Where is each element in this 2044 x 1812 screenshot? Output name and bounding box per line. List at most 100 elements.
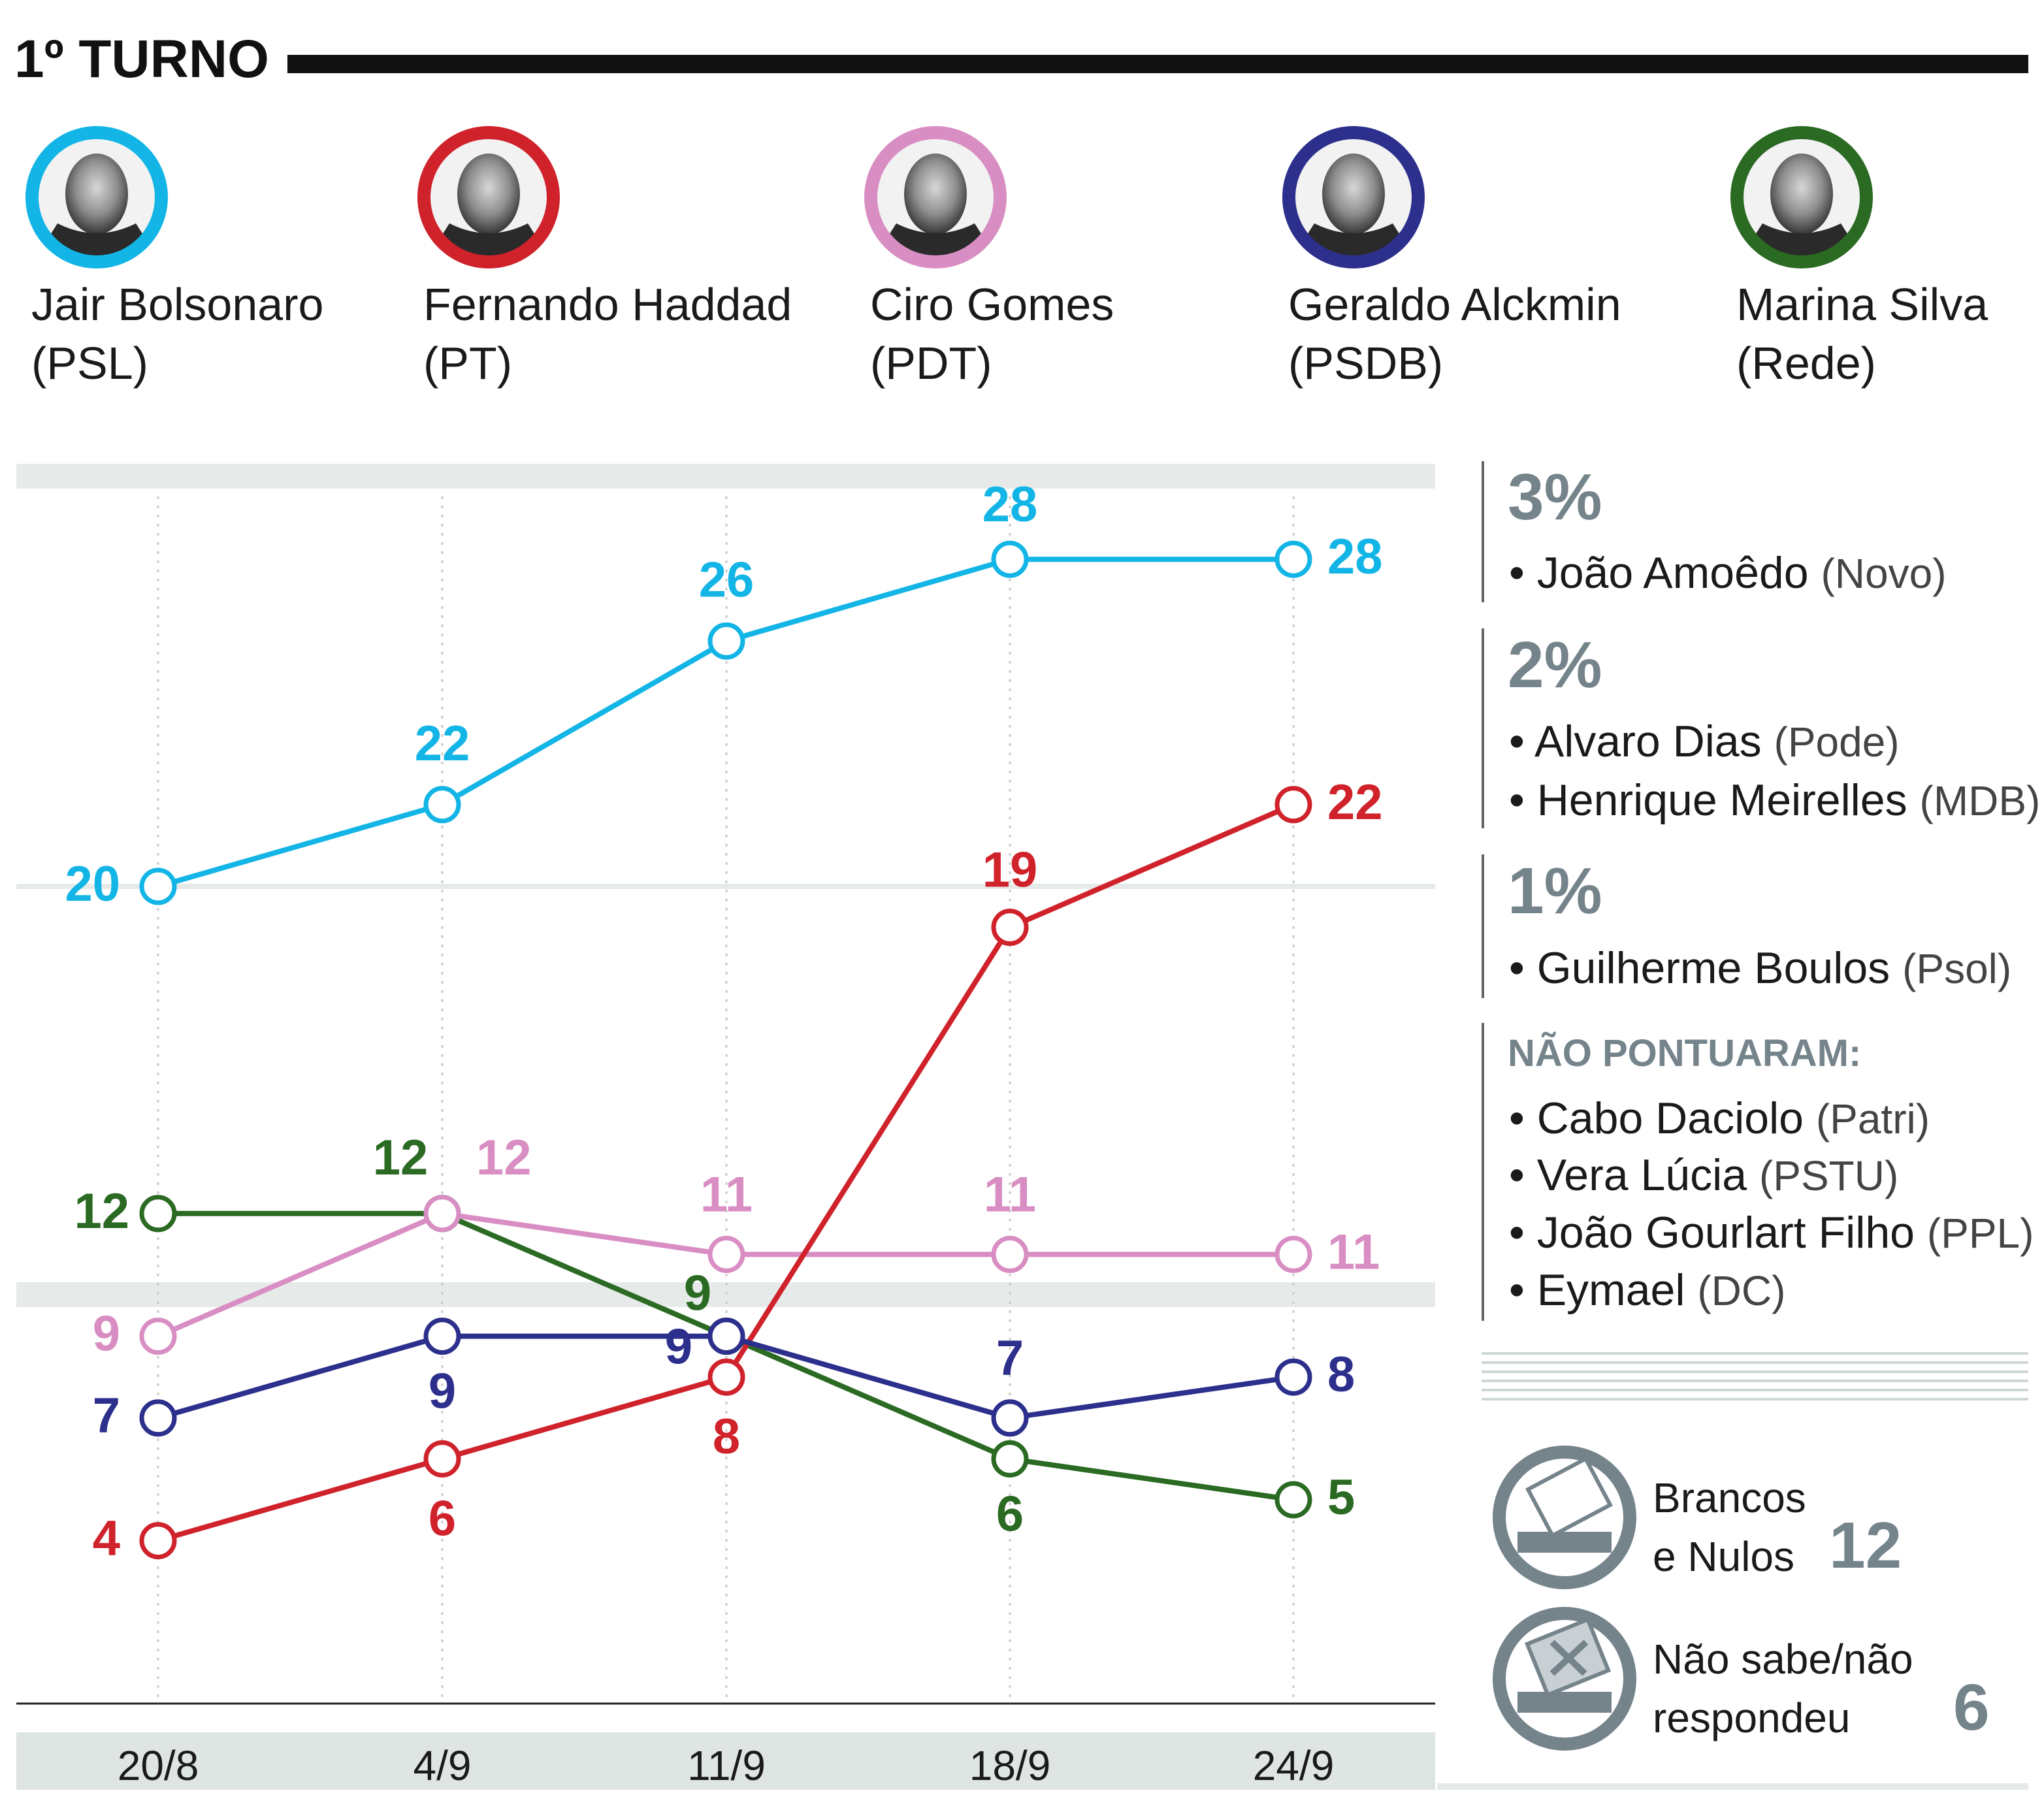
data-point (1274, 786, 1312, 824)
candidate-item: • Guilherme Boulos (Psol) (1509, 943, 2011, 993)
candidate-party: (PSL) (31, 338, 148, 389)
data-point (991, 540, 1029, 578)
percent-value: 1% (1508, 854, 1602, 928)
candidate-name: Fernando Haddad (423, 279, 792, 330)
series-ciro-gomes (139, 1195, 1312, 1355)
data-label: 11 (1327, 1224, 1380, 1280)
candidate-item: • Alvaro Dias (Pode) (1509, 717, 1900, 766)
data-label: 9 (684, 1266, 711, 1321)
candidate-4: Geraldo Alckmin (PSDB) (1282, 126, 1621, 389)
dont-know-label-1: Não sabe/não (1653, 1636, 1913, 1683)
data-label: 19 (982, 843, 1038, 898)
candidate-party: (PDT) (870, 338, 992, 389)
data-point (1274, 540, 1312, 578)
data-point (707, 622, 745, 660)
data-label: 12 (74, 1184, 129, 1239)
data-point (423, 1318, 461, 1355)
data-point (139, 1399, 177, 1437)
series-jair-bolsonaro (139, 540, 1312, 905)
avatar (1730, 126, 1873, 268)
data-label: 5 (1327, 1470, 1355, 1525)
data-label: 9 (93, 1306, 120, 1362)
data-label: 28 (1327, 529, 1383, 585)
series-fernando-haddad (139, 786, 1312, 1560)
blank-null-label-1: Brancos (1653, 1474, 1806, 1521)
avatar (25, 126, 168, 268)
ballot-x-icon (1493, 1607, 1636, 1751)
data-label: 22 (415, 716, 470, 771)
data-label: 6 (429, 1491, 456, 1546)
candidate-3: Ciro Gomes (PDT) (864, 126, 1114, 389)
candidate-5: Marina Silva (Rede) (1730, 126, 1988, 389)
candidate-party: (PSDB) (1288, 338, 1443, 389)
candidate-legend: Jair Bolsonaro (PSL) Fernando Haddad (PT) Ci… (25, 126, 1988, 389)
x-tick-label: 4/9 (414, 1742, 472, 1789)
data-point (423, 1195, 461, 1233)
data-label: 8 (713, 1409, 740, 1464)
candidate-name: Jair Bolsonaro (31, 279, 323, 330)
data-point (139, 867, 177, 905)
avatar (864, 126, 1007, 268)
data-label: 11 (700, 1167, 753, 1222)
candidate-name: Geraldo Alckmin (1288, 279, 1621, 330)
page-title: 1º TURNO (14, 29, 269, 89)
data-label: 7 (996, 1331, 1024, 1386)
data-label: 6 (996, 1486, 1024, 1542)
x-tick-label: 18/9 (969, 1742, 1051, 1789)
candidate-item: • João Gourlart Filho (PPL) (1509, 1208, 2034, 1257)
data-point (991, 1440, 1029, 1478)
data-label: 4 (93, 1511, 120, 1566)
no-score-heading: NÃO PONTUARAM: (1508, 1032, 1861, 1075)
data-label: 28 (982, 477, 1038, 532)
series-geraldo-alckmin (139, 1318, 1312, 1437)
x-tick-label: 24/9 (1253, 1742, 1335, 1789)
data-point (139, 1318, 177, 1355)
candidate-item: • Henrique Meirelles (MDB) (1509, 775, 2040, 825)
data-point (991, 909, 1029, 946)
data-label: 20 (65, 856, 120, 912)
summary-panel: Brancos e Nulos 12 Não sabe/não responde… (1493, 1446, 1990, 1751)
dont-know-value: 6 (1953, 1671, 1990, 1744)
other-candidates-panel: 3% • João Amoêdo (Novo) 2% • Alvaro Dias (P… (1437, 461, 2040, 1790)
data-label: 9 (429, 1364, 456, 1419)
data-point (139, 1522, 177, 1560)
line-chart: 20/8 4/9 11/9 18/9 24/9 20 22 26 28 28 4 6 8 19 22 9 12… (16, 464, 1435, 1790)
candidate-2: Fernando Haddad (PT) (417, 126, 792, 389)
no-score-group: NÃO PONTUARAM: • Cabo Daciolo (Patri) • Ve… (1482, 1023, 2034, 1321)
data-label: 11 (984, 1167, 1036, 1222)
x-axis-ticks: 20/8 4/9 11/9 18/9 24/9 (118, 1742, 1335, 1789)
candidate-item: • Eymael (DC) (1509, 1265, 1785, 1315)
candidate-item: • Cabo Daciolo (Patri) (1509, 1093, 1930, 1143)
blank-null-label-2: e Nulos (1653, 1533, 1794, 1580)
candidate-item: • Vera Lúcia (PSTU) (1509, 1150, 1898, 1200)
data-label: 7 (93, 1388, 120, 1444)
data-point (1274, 1358, 1312, 1396)
title-rule (287, 55, 2028, 73)
top-band (16, 464, 1435, 489)
vertical-gridlines (157, 496, 1295, 1698)
data-point (423, 1440, 461, 1478)
series-layer (139, 540, 1312, 1560)
data-point (991, 1399, 1029, 1437)
percent-group: 3% • João Amoêdo (Novo) (1482, 461, 1947, 602)
data-label: 9 (665, 1319, 692, 1375)
percent-group: 2% • Alvaro Dias (Pode) • Henrique Meirell… (1482, 628, 2040, 828)
candidate-name: Ciro Gomes (870, 279, 1114, 330)
avatar (417, 126, 560, 268)
percent-value: 2% (1508, 628, 1602, 702)
x-tick-label: 20/8 (118, 1742, 199, 1789)
candidate-name: Marina Silva (1736, 279, 1988, 330)
candidate-party: (Rede) (1736, 338, 1876, 389)
x-axis-band (16, 1732, 1435, 1790)
candidate-party: (PT) (423, 338, 512, 389)
data-label: 8 (1327, 1347, 1355, 1402)
data-point (1274, 1235, 1312, 1273)
candidate-1: Jair Bolsonaro (PSL) (25, 126, 323, 389)
data-point (707, 1358, 745, 1396)
data-label: 12 (476, 1130, 532, 1186)
dont-know-label-2: respondeu (1653, 1694, 1850, 1741)
data-point (139, 1195, 177, 1233)
data-point (1274, 1481, 1312, 1519)
